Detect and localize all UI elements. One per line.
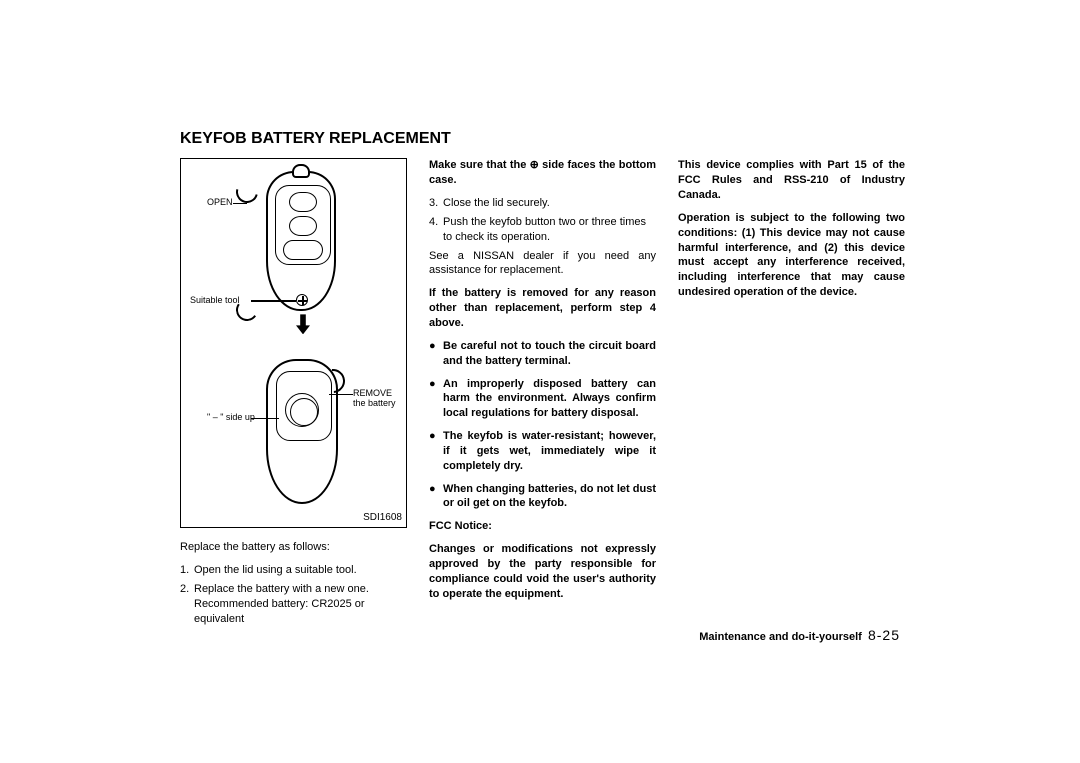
list-item: 1. Open the lid using a suitable tool. <box>180 563 407 578</box>
page-footer: Maintenance and do-it-yourself 8-25 <box>699 627 900 643</box>
bullet-text: The keyfob is water-resistant; however, … <box>443 429 656 474</box>
manual-page: KEYFOB BATTERY REPLACEMENT <box>0 0 1080 763</box>
leader-line <box>329 394 353 395</box>
list-item: ●Be careful not to touch the circuit boa… <box>429 339 656 369</box>
bullet-icon: ● <box>429 339 443 369</box>
step-text: Close the lid securely. <box>443 196 656 211</box>
step-text: Replace the battery with a new one. Reco… <box>194 582 407 627</box>
leader-line <box>251 300 296 302</box>
list-item: 4. Push the keyfob button two or three t… <box>429 215 656 245</box>
warning-note: If the battery is removed for any reason… <box>429 286 656 331</box>
bullet-text: When changing batteries, do not let dust… <box>443 482 656 512</box>
figure-label-tool: Suitable tool <box>190 296 240 306</box>
bullet-icon: ● <box>429 482 443 512</box>
step-number: 2. <box>180 582 194 627</box>
column-2: Make sure that the ⊕ side faces the bott… <box>429 158 656 630</box>
list-item: ●An improperly disposed battery can harm… <box>429 377 656 422</box>
caution-bullets: ●Be careful not to touch the circuit boa… <box>429 339 656 511</box>
leader-line <box>251 418 279 419</box>
bullet-icon: ● <box>429 429 443 474</box>
bullet-text: Be careful not to touch the circuit boar… <box>443 339 656 369</box>
step-text: Open the lid using a suitable tool. <box>194 563 407 578</box>
compliance-p2: Operation is subject to the following tw… <box>678 211 905 300</box>
step-text: Push the keyfob button two or three time… <box>443 215 656 245</box>
col1-steps: 1. Open the lid using a suitable tool. 2… <box>180 563 407 626</box>
step-number: 4. <box>429 215 443 245</box>
col2-steps: 3. Close the lid securely. 4. Push the k… <box>429 196 656 245</box>
page-title: KEYFOB BATTERY REPLACEMENT <box>180 130 905 148</box>
footer-page-number: 8-25 <box>868 627 900 643</box>
fcc-body: Changes or modifications not expressly a… <box>429 542 656 601</box>
list-item: ●When changing batteries, do not let dus… <box>429 482 656 512</box>
bullet-icon: ● <box>429 377 443 422</box>
bullet-text: An improperly disposed battery can harm … <box>443 377 656 422</box>
figure-label-remove: REMOVE the battery <box>353 389 396 409</box>
col1-intro: Replace the battery as follows: <box>180 540 407 555</box>
list-item: 3. Close the lid securely. <box>429 196 656 211</box>
step-number: 3. <box>429 196 443 211</box>
figure-id: SDI1608 <box>363 511 402 525</box>
list-item: ●The keyfob is water-resistant; however,… <box>429 429 656 474</box>
column-1: OPEN Suitable tool REMOVE the battery " … <box>180 158 407 630</box>
compliance-p1: This device complies with Part 15 of the… <box>678 158 905 203</box>
list-item: 2. Replace the battery with a new one. R… <box>180 582 407 627</box>
keyfob-figure: OPEN Suitable tool REMOVE the battery " … <box>180 158 407 528</box>
column-3: This device complies with Part 15 of the… <box>678 158 905 630</box>
plus-side-note: Make sure that the ⊕ side faces the bott… <box>429 158 656 188</box>
footer-section: Maintenance and do-it-yourself <box>699 631 862 643</box>
fcc-heading: FCC Notice: <box>429 519 656 534</box>
step-number: 1. <box>180 563 194 578</box>
down-arrow-icon <box>296 314 310 334</box>
leader-line <box>233 203 247 204</box>
dealer-note: See a NISSAN dealer if you need any assi… <box>429 249 656 279</box>
column-container: OPEN Suitable tool REMOVE the battery " … <box>180 158 905 630</box>
figure-label-open: OPEN <box>207 198 233 208</box>
figure-label-sideup: " – " side up <box>207 413 255 423</box>
